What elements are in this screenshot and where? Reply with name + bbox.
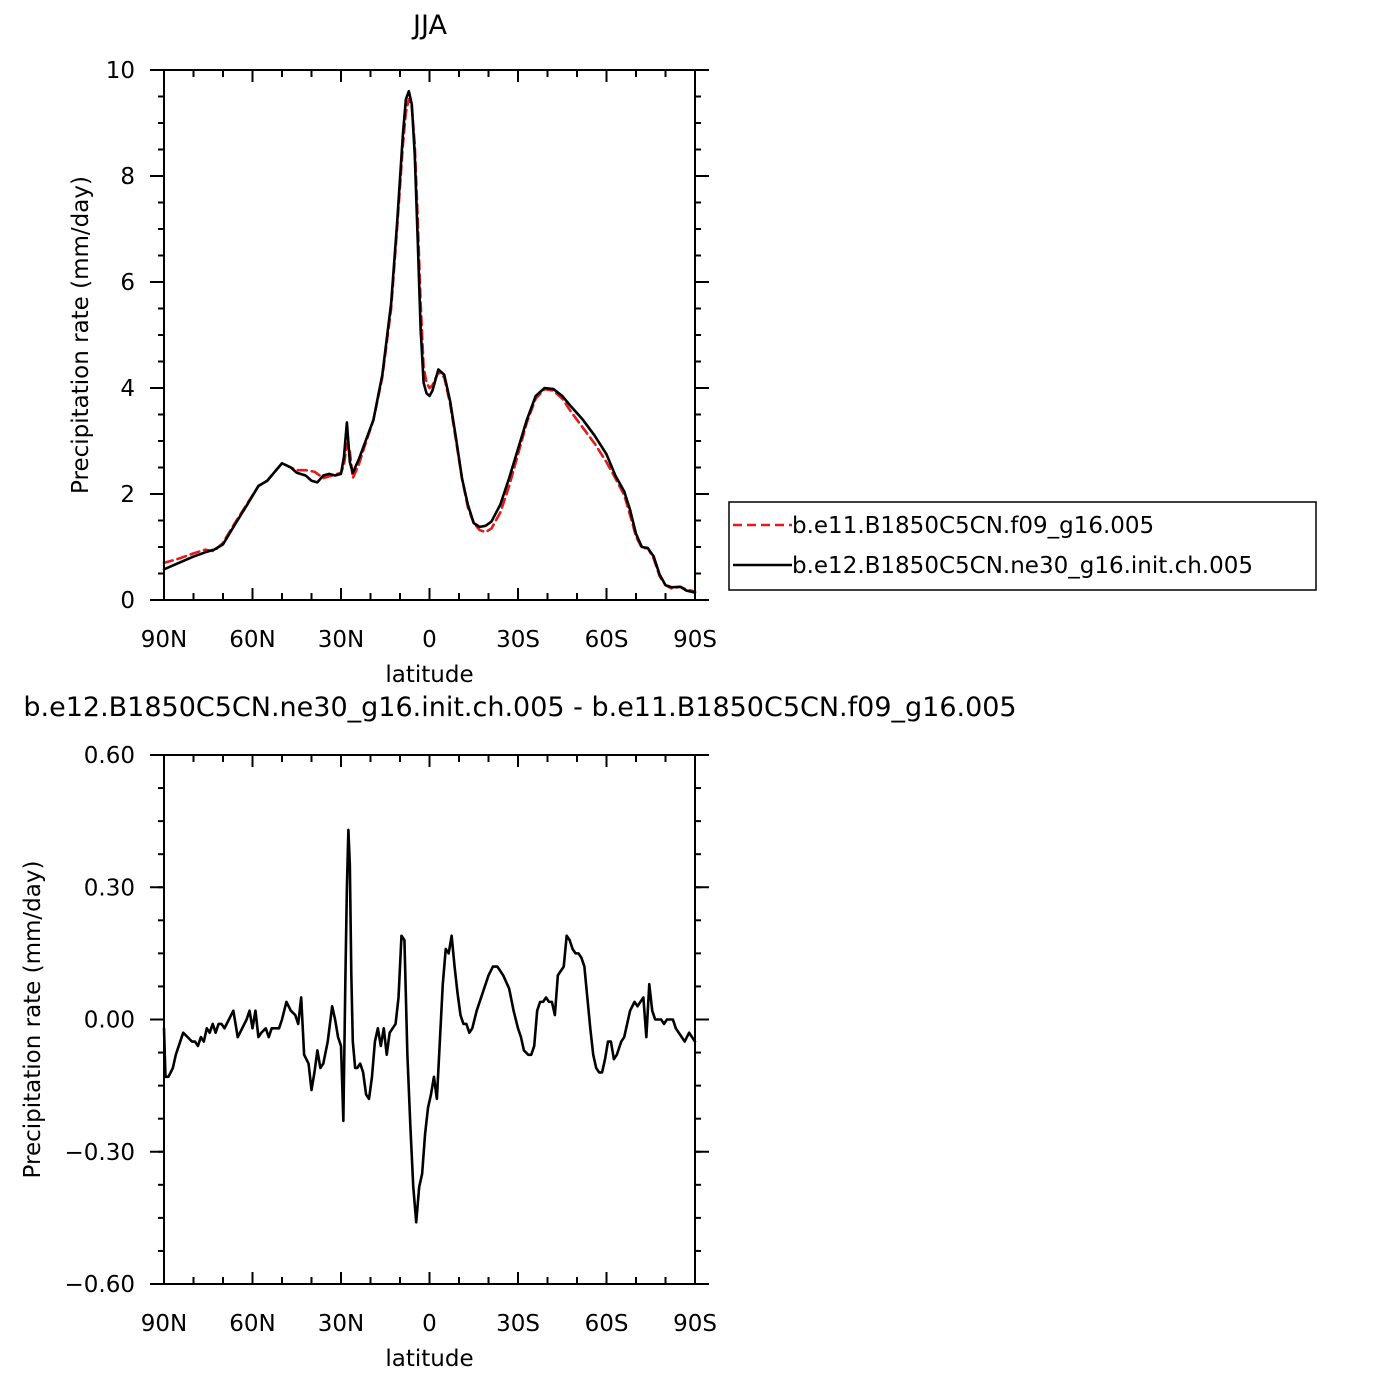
y-tick-label: 10: [106, 58, 135, 84]
x-tick-label: 0: [422, 1311, 437, 1337]
chart-title: JJA: [411, 10, 447, 41]
x-tick-label: 0: [422, 627, 437, 653]
x-tick-label: 30N: [318, 627, 364, 653]
y-tick-label: 2: [120, 482, 135, 508]
x-tick-label: 60N: [229, 627, 275, 653]
x-axis-label: latitude: [385, 662, 473, 688]
y-tick-label: 4: [120, 376, 135, 402]
plot-frame: [163, 754, 696, 1285]
series-line-0: [162, 828, 697, 1224]
y-axis-label: Precipitation rate (mm/day): [20, 861, 46, 1179]
y-tick-label: 0: [120, 588, 135, 614]
x-tick-label: 90N: [141, 627, 187, 653]
series-line-0: [162, 97, 697, 593]
plot-frame: [163, 69, 696, 601]
x-axis-label: latitude: [385, 1346, 473, 1372]
chart-title: b.e12.B1850C5CN.ne30_g16.init.ch.005 - b…: [23, 692, 1016, 723]
y-tick-label: 0.00: [84, 1008, 135, 1034]
x-tick-label: 90S: [673, 1311, 717, 1337]
panel-bottom: 90N 60N 30N 0 30S 60S 90S −0.60 −0.30 0.00 0.30 0.6…: [20, 692, 1017, 1372]
legend: b.e11.B1850C5CN.f09_g16.005 b.e12.B1850C5…: [728, 501, 1317, 591]
x-tick-label: 30N: [318, 1311, 364, 1337]
series-line-1: [162, 89, 697, 594]
legend-box: [728, 501, 1317, 591]
x-tick-label: 30S: [496, 627, 540, 653]
x-tick-label: 90N: [141, 1311, 187, 1337]
x-tick-label: 60N: [229, 1311, 275, 1337]
y-tick-label: −0.60: [65, 1272, 135, 1298]
y-tick-label: −0.30: [65, 1140, 135, 1166]
legend-label-0: b.e11.B1850C5CN.f09_g16.005: [792, 513, 1154, 539]
y-tick-label: 0.30: [84, 875, 135, 901]
x-tick-label: 60S: [585, 1311, 629, 1337]
y-tick-label: 8: [120, 164, 135, 190]
legend-label-1: b.e12.B1850C5CN.ne30_g16.init.ch.005: [792, 553, 1253, 579]
x-tick-label: 90S: [673, 627, 717, 653]
x-tick-label: 60S: [585, 627, 629, 653]
y-tick-label: 0.60: [84, 743, 135, 769]
y-tick-label: 6: [120, 270, 135, 296]
y-axis-label: Precipitation rate (mm/day): [68, 176, 94, 494]
x-tick-label: 30S: [496, 1311, 540, 1337]
panel-top: 90N 60N 30N 0 30S 60S 90S 0 2 4 6 8 10 JJA latitude Pre…: [68, 10, 1317, 688]
